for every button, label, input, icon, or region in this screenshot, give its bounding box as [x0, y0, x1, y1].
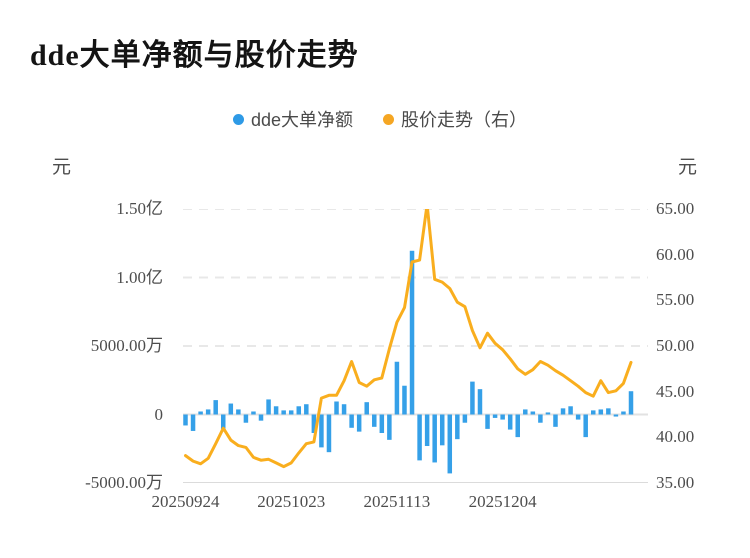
bar-dde-net [598, 409, 604, 415]
bar-dde-net [515, 414, 520, 438]
right-tick-label: 35.00 [656, 473, 695, 492]
bar-dde-net [190, 414, 196, 431]
bar-dde-net [326, 414, 332, 453]
bar-dde-net [258, 414, 264, 421]
right-axis-unit: 元 [678, 157, 698, 178]
right-tick-label: 55.00 [656, 290, 695, 310]
bar-dde-net [492, 414, 498, 418]
bar-dde-net [319, 414, 324, 448]
bar-dde-net [470, 381, 475, 415]
bar-dde-net [236, 409, 241, 415]
left-tick-label: 0 [154, 404, 164, 424]
bar-dde-net [439, 414, 445, 446]
bar-dde-net [538, 414, 543, 423]
bar-dde-net [251, 411, 256, 415]
bar-dde-net [545, 412, 551, 415]
bar-dde-net [628, 391, 634, 415]
bar-dde-net [334, 401, 339, 415]
bar-dde-net [477, 389, 483, 415]
chart-svg [183, 202, 648, 484]
x-tick-label: 20251204 [468, 492, 537, 511]
bar-dde-net [281, 410, 286, 415]
bar-dde-net [273, 406, 279, 415]
bar-dde-net [311, 414, 317, 433]
right-tick-label: 65.00 [656, 199, 695, 218]
bar-dde-net [364, 402, 369, 415]
bar-dde-net [243, 414, 249, 423]
chart-title: dde大单净额与股价走势 [30, 39, 359, 72]
bar-dde-net [356, 414, 362, 432]
bar-dde-net [221, 414, 226, 429]
bar-dde-net [462, 414, 468, 423]
legend-dot-blue-icon [232, 113, 244, 125]
price-line [184, 202, 633, 469]
bar-dde-net [379, 414, 385, 433]
bar-dde-net [591, 410, 596, 415]
bar-dde-net [205, 409, 211, 415]
left-tick-label: 5000.00万 [90, 336, 163, 355]
left-tick-label: 1.50亿 [116, 199, 163, 218]
bar-dde-net [417, 414, 422, 461]
bar-dde-net [266, 399, 271, 415]
legend-label-price-trend: 股价走势（右） [401, 110, 528, 130]
bar-dde-net [372, 414, 377, 427]
bar-dde-net [296, 406, 302, 415]
bar-dde-net [553, 414, 558, 427]
bar-dde-net [530, 411, 536, 415]
bar-dde-net [583, 414, 588, 438]
bar-dde-net [341, 404, 347, 415]
bar-dde-net [575, 414, 581, 420]
x-tick-label: 20250924 [151, 492, 220, 511]
left-tick-label: -5000.00万 [85, 473, 163, 492]
bar-dde-net [183, 414, 188, 426]
bar-dde-net [409, 250, 415, 415]
bar-dde-net [447, 414, 453, 474]
plot-area [183, 202, 648, 484]
bar-dde-net [288, 410, 294, 415]
bar-dde-net [402, 385, 407, 415]
bar-dde-net [349, 414, 354, 428]
left-tick-label: 1.00亿 [116, 267, 163, 287]
bar-dde-net [560, 408, 566, 415]
bar-dde-net [228, 403, 234, 415]
right-tick-label: 45.00 [656, 381, 695, 401]
x-tick-label: 20251023 [257, 492, 326, 511]
legend-item-dde-net[interactable]: dde大单净额 [232, 106, 354, 132]
bar-dde-net [485, 414, 490, 429]
bar-dde-net [507, 414, 513, 430]
left-axis-unit: 元 [52, 157, 72, 178]
right-tick-label: 40.00 [656, 427, 695, 447]
bar-dde-net [523, 409, 528, 415]
bar-dde-net [198, 411, 203, 415]
x-tick-label: 20251113 [363, 492, 431, 511]
bar-dde-net [455, 414, 460, 440]
chart-legend: dde大单净额 股价走势（右） [100, 106, 660, 132]
right-tick-label: 50.00 [656, 336, 695, 355]
bar-dde-net [432, 414, 437, 463]
bar-dde-net [606, 408, 611, 415]
bar-dde-net [394, 361, 400, 415]
bar-dde-net [387, 414, 392, 440]
bar-dde-net [613, 414, 619, 417]
bar-dde-net [304, 404, 309, 415]
legend-dot-orange-icon [383, 113, 395, 125]
bar-dde-net [424, 414, 430, 447]
bar-dde-net [500, 414, 505, 420]
bar-dde-net [568, 406, 573, 415]
bar-dde-net [621, 411, 626, 415]
legend-label-dde-net: dde大单净额 [250, 110, 354, 130]
right-tick-label: 60.00 [656, 244, 695, 264]
bar-dde-net [213, 400, 218, 415]
legend-item-price-trend[interactable]: 股价走势（右） [383, 106, 527, 132]
